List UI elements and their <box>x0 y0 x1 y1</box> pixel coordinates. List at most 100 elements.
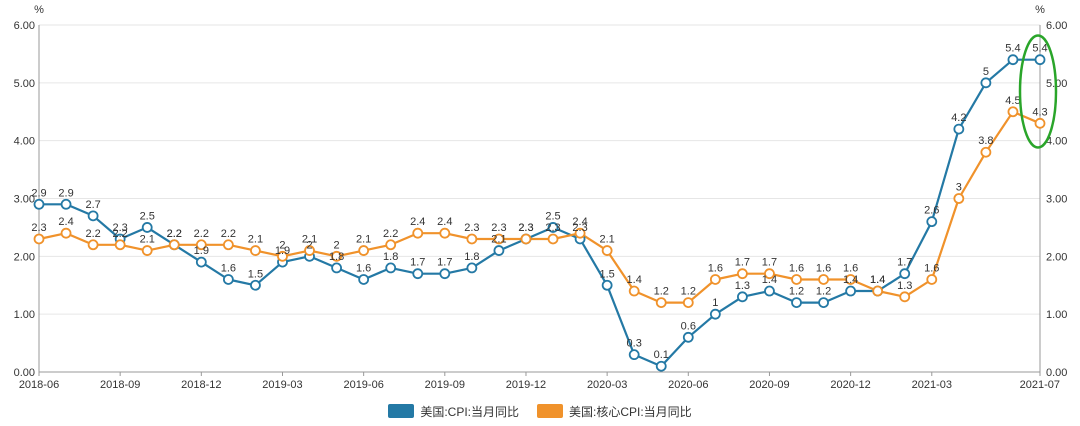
data-label-1: 2.2 <box>113 228 128 240</box>
data-point-0 <box>709 308 721 320</box>
data-label-1: 4.3 <box>1032 106 1047 118</box>
data-point-1 <box>195 239 207 251</box>
data-point-0 <box>439 268 451 280</box>
data-point-0 <box>385 262 397 274</box>
data-label-1: 3 <box>956 182 962 194</box>
data-point-0 <box>791 297 802 309</box>
data-point-1 <box>385 239 397 251</box>
x-tick-label: 2020-12 <box>830 379 870 391</box>
data-label-0: 1 <box>712 297 718 309</box>
data-point-1 <box>899 291 911 303</box>
data-label-1: 2.2 <box>383 228 398 240</box>
data-label-0: 1.8 <box>329 251 344 263</box>
legend-item-cpi[interactable]: 美国:CPI:当月同比 <box>388 403 519 420</box>
data-point-0 <box>60 198 72 210</box>
x-tick-label: 2018-09 <box>100 379 140 391</box>
data-point-1 <box>655 297 667 309</box>
data-label-1: 2.4 <box>437 216 452 228</box>
data-label-1: 1.6 <box>789 262 804 274</box>
y-tick-label-right: 1.00 <box>1046 309 1067 321</box>
data-label-1: 1.4 <box>627 274 642 286</box>
data-point-0 <box>331 262 342 274</box>
data-labels: 2.9 2.92.72.32.52.21.91.6 1.51.9 21.81.61.8… <box>31 43 1047 362</box>
x-tick-label: 2020-03 <box>587 379 627 391</box>
data-point-1 <box>358 245 370 256</box>
data-label-0: 0.6 <box>681 320 696 332</box>
data-point-1 <box>1034 117 1046 129</box>
data-point-1 <box>845 274 857 285</box>
data-point-1 <box>439 227 451 239</box>
data-point-0 <box>195 256 207 268</box>
data-point-1 <box>250 245 261 256</box>
y-tick-label-left: 4.00 <box>14 136 35 148</box>
data-label-0: 2.9 <box>31 187 46 199</box>
data-point-0 <box>1007 54 1019 66</box>
x-tick-label: 2019-06 <box>343 379 383 391</box>
data-point-0 <box>412 268 424 280</box>
data-label-1: 2.1 <box>599 234 614 246</box>
series-line-0 <box>39 58 1040 368</box>
data-label-0: 5.4 <box>1032 43 1047 55</box>
data-point-0 <box>466 262 478 274</box>
data-label-1: 1.6 <box>924 262 939 274</box>
data-label-0: 1.6 <box>356 262 371 274</box>
data-point-1 <box>222 239 234 251</box>
data-label-0: 2.6 <box>924 205 939 217</box>
data-label-1: 2.2 <box>221 228 236 240</box>
data-point-1 <box>331 250 342 262</box>
y-tick-label-left: 1.00 <box>14 309 35 321</box>
data-point-0 <box>845 285 857 297</box>
data-label-0: 2.1 <box>491 234 506 246</box>
data-point-1 <box>764 268 775 280</box>
data-point-1 <box>33 233 45 245</box>
data-label-1: 2 <box>279 239 285 251</box>
data-label-1: 2.2 <box>194 228 209 240</box>
data-point-1 <box>574 227 586 239</box>
data-point-0 <box>33 198 45 210</box>
data-point-0 <box>601 279 613 291</box>
data-point-1 <box>601 245 613 256</box>
data-label-0: 1.4 <box>762 274 777 286</box>
data-label-0: 2.3 <box>113 222 128 234</box>
series-lines <box>33 54 1046 372</box>
data-point-1 <box>114 239 126 251</box>
y-tick-label-left: 5.00 <box>14 78 35 90</box>
legend-item-core-cpi[interactable]: 美国:核心CPI:当月同比 <box>537 403 692 420</box>
data-label-1: 2.1 <box>302 234 317 246</box>
x-tick-label: 2020-09 <box>749 379 789 391</box>
data-label-1: 2.1 <box>248 234 263 246</box>
data-point-0 <box>250 279 261 291</box>
data-point-1 <box>682 297 694 309</box>
y-tick-label-right: 0.00 <box>1046 367 1067 379</box>
data-point-1 <box>304 245 315 256</box>
data-point-1 <box>87 239 99 251</box>
data-point-0 <box>737 291 748 303</box>
data-label-0: 2 <box>306 239 312 251</box>
data-label-0: 2.9 <box>58 187 73 199</box>
highlight-ellipse <box>1018 34 1058 149</box>
data-label-0: 0.3 <box>627 338 642 350</box>
data-label-0: 1.2 <box>789 286 804 298</box>
data-label-1: 4.5 <box>1005 95 1020 107</box>
data-label-0: 1.9 <box>194 245 209 257</box>
data-label-1: 2.3 <box>545 222 560 234</box>
data-label-0: 1.4 <box>870 274 885 286</box>
data-label-1: 1.7 <box>762 257 777 269</box>
data-point-0 <box>953 123 965 135</box>
data-point-1 <box>466 233 478 245</box>
data-label-0: 1.3 <box>735 280 750 292</box>
x-tick-label: 2019-09 <box>425 379 465 391</box>
data-point-1 <box>60 227 72 239</box>
data-label-0: 2.2 <box>167 228 182 240</box>
data-label-1: 1.6 <box>708 262 723 274</box>
data-point-1 <box>628 285 640 297</box>
data-label-1: 1.7 <box>735 257 750 269</box>
legend-swatch-core-cpi <box>537 404 563 418</box>
data-label-0: 1.6 <box>221 262 236 274</box>
data-label-1: 1.4 <box>870 274 885 286</box>
data-point-1 <box>953 193 965 204</box>
y-unit-left: % <box>34 4 44 16</box>
y-tick-label-left: 6.00 <box>14 20 35 32</box>
y-tick-label-right: 2.00 <box>1046 251 1067 263</box>
data-point-0 <box>655 360 667 372</box>
